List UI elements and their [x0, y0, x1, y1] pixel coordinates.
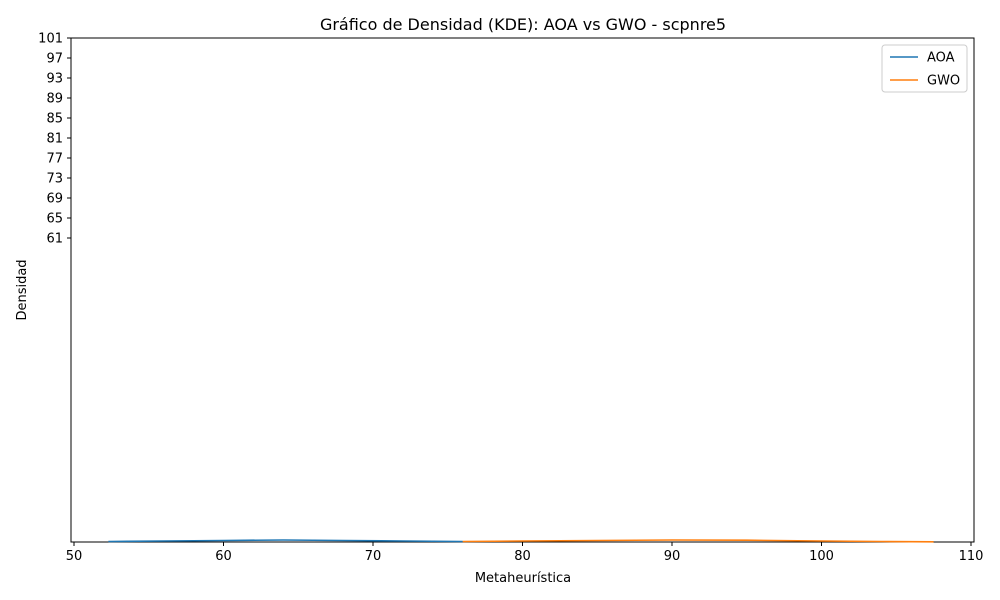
y-axis: 61 65 69 73 77 81 85 89 93 97 101	[38, 32, 71, 247]
x-tick-label: 60	[215, 549, 232, 564]
plot-area	[70, 37, 975, 543]
y-tick-label: 69	[46, 192, 63, 207]
y-axis-label: Densidad	[15, 259, 30, 320]
x-tick-label: 110	[959, 549, 984, 564]
x-tick-label: 90	[664, 549, 681, 564]
x-axis-label: Metaheurística	[475, 571, 571, 586]
y-tick-label: 61	[46, 232, 63, 247]
y-tick-label: 97	[46, 52, 63, 67]
x-tick-label: 100	[809, 549, 834, 564]
y-tick-label: 101	[38, 32, 63, 47]
series-line-aoa	[108, 539, 463, 543]
x-tick-label: 50	[66, 549, 83, 564]
x-axis: 50 60 70 80 90 100 110	[66, 542, 984, 564]
plot-frame	[70, 37, 975, 543]
x-tick-label: 70	[365, 549, 382, 564]
x-tick-label: 80	[514, 549, 531, 564]
y-tick-label: 81	[46, 132, 63, 147]
y-tick-label: 77	[46, 152, 63, 167]
legend: AOA GWO	[881, 44, 968, 93]
chart-title: Gráfico de Densidad (KDE): AOA vs GWO - …	[320, 15, 726, 34]
y-tick-label: 73	[46, 172, 63, 187]
series-line-gwo	[462, 539, 934, 543]
y-tick-label: 65	[46, 212, 63, 227]
legend-label-gwo: GWO	[927, 74, 960, 89]
y-tick-label: 89	[46, 92, 63, 107]
legend-label-aoa: AOA	[927, 51, 955, 66]
y-tick-label: 85	[46, 112, 63, 127]
series-layer	[108, 539, 934, 543]
y-tick-label: 93	[46, 72, 63, 87]
